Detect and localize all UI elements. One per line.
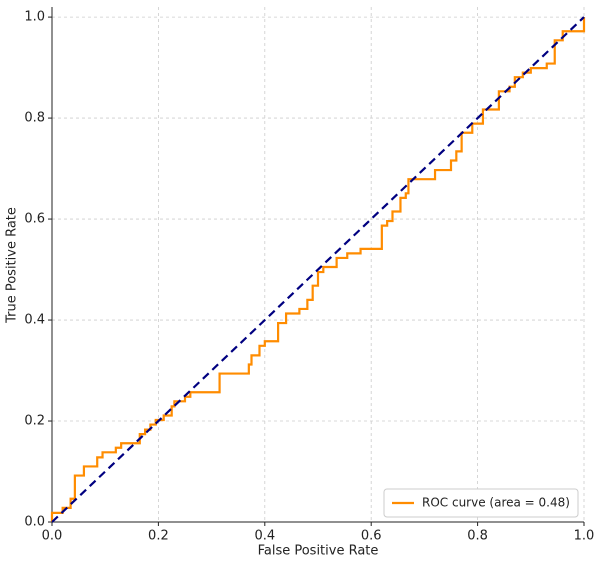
x-tick-label: 0.2 xyxy=(148,529,169,544)
y-tick-label: 0.0 xyxy=(24,515,45,530)
x-tick-label: 0.4 xyxy=(254,529,275,544)
legend-label: ROC curve (area = 0.48) xyxy=(422,496,570,510)
y-axis-label: True Positive Rate xyxy=(5,207,20,324)
legend-box xyxy=(383,488,579,518)
y-tick-label: 0.2 xyxy=(24,414,45,429)
y-tick-label: 0.4 xyxy=(24,313,45,328)
x-tick-label: 1.0 xyxy=(574,529,595,544)
x-axis-label: False Positive Rate xyxy=(258,544,379,559)
reference-line xyxy=(51,16,585,523)
x-tick-label: 0.0 xyxy=(42,529,63,544)
y-tick-label: 1.0 xyxy=(24,10,45,25)
x-tick-label: 0.8 xyxy=(467,529,488,544)
y-tick-label: 0.8 xyxy=(24,111,45,126)
x-tick-label: 0.6 xyxy=(361,529,382,544)
y-tick-label: 0.6 xyxy=(24,212,45,227)
